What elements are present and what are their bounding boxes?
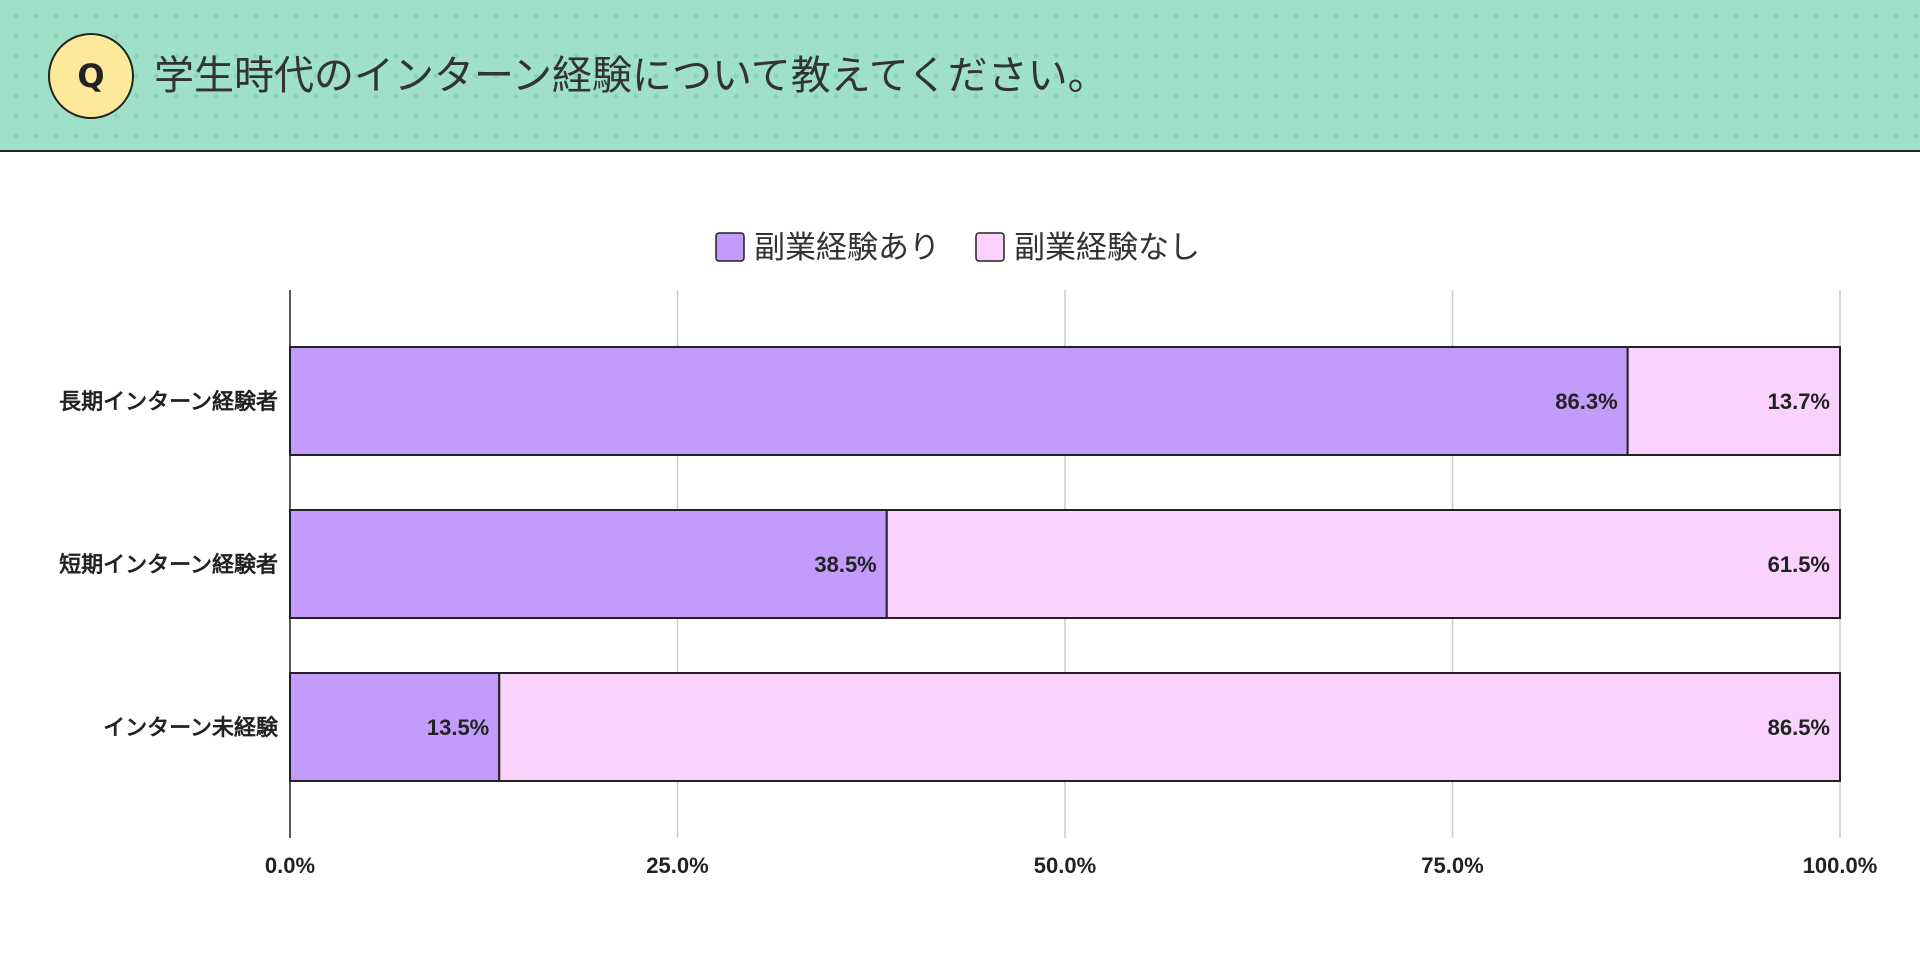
x-tick-label: 0.0% [265,853,315,878]
legend-swatch [715,232,745,262]
bar-segment [885,509,1841,619]
data-label: 13.5% [427,715,489,740]
question-header: Q 学生時代のインターン経験について教えてください。 [0,0,1920,152]
bar-segment [289,672,501,782]
x-tick-label: 50.0% [1034,853,1096,878]
x-tick-label: 100.0% [1803,853,1878,878]
legend-swatch [975,232,1005,262]
category-label: インターン未経験 [103,715,279,740]
category-label: 長期インターン経験者 [59,389,278,414]
data-label: 86.5% [1768,715,1830,740]
category-label: 短期インターン経験者 [59,552,278,577]
x-tick-label: 25.0% [646,853,708,878]
question-title: 学生時代のインターン経験について教えてください。 [154,53,1108,99]
legend-label: 副業経験あり [754,230,940,265]
bar-segment [498,672,1841,782]
question-badge: Q [48,33,134,119]
data-label: 86.3% [1555,389,1617,414]
bar-segment [289,346,1629,456]
legend-label: 副業経験なし [1014,230,1200,265]
data-label: 13.7% [1768,389,1830,414]
data-label: 61.5% [1768,552,1830,577]
data-label: 38.5% [814,552,876,577]
x-tick-label: 75.0% [1421,853,1483,878]
bar-segment [1626,346,1842,456]
bar-segment [289,509,888,619]
